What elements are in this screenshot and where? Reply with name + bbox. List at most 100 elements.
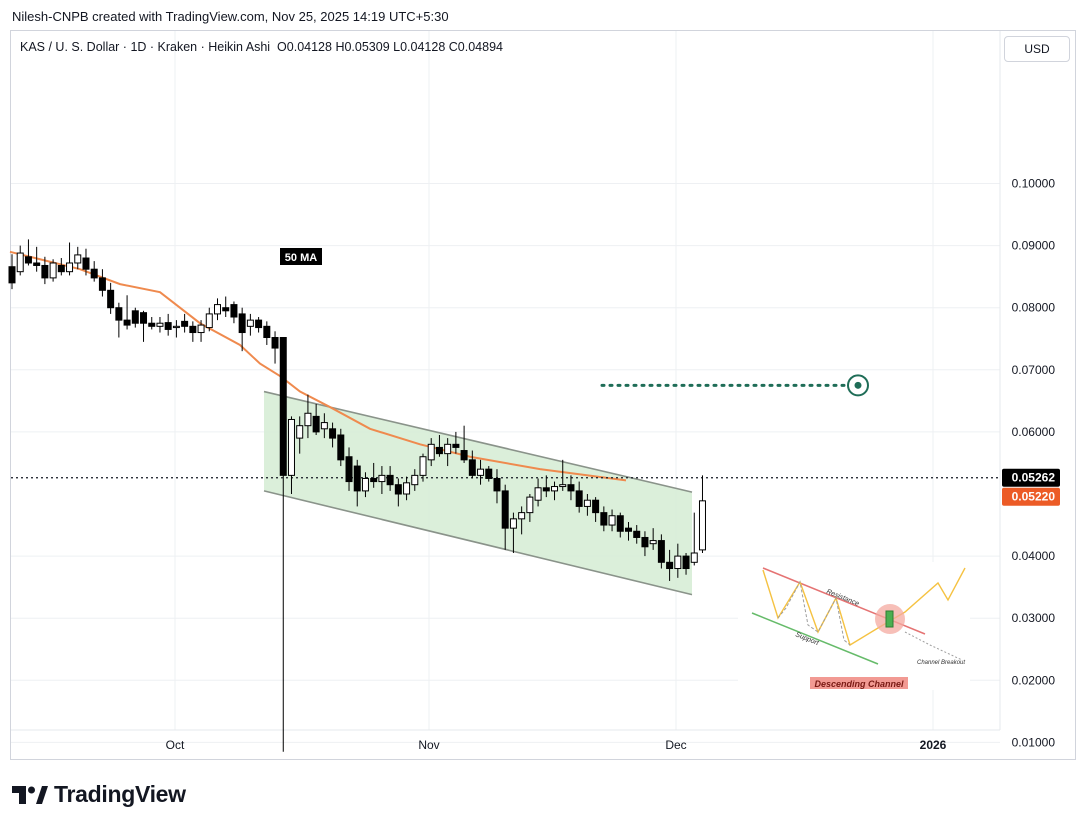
- candle: [123, 295, 131, 330]
- candle: [444, 438, 452, 467]
- candle-body: [66, 262, 74, 273]
- inset-breakout-path: [904, 631, 963, 661]
- candle-body: [542, 487, 550, 492]
- candle: [592, 497, 600, 522]
- candle: [394, 478, 402, 507]
- candle-body: [33, 262, 41, 266]
- candle: [633, 525, 641, 544]
- candle-body: [657, 540, 665, 563]
- last-price-tag-text: 0.05262: [1012, 471, 1056, 485]
- candle-body: [296, 425, 304, 439]
- candle: [378, 466, 386, 494]
- candle-body: [583, 499, 591, 507]
- candle-body: [57, 264, 65, 273]
- candle-body: [41, 264, 49, 279]
- candle: [66, 242, 74, 276]
- ohlc-high: H0.05309: [335, 40, 390, 54]
- candle-body: [592, 499, 600, 514]
- candle: [329, 422, 337, 448]
- candle: [403, 476, 411, 501]
- ohlc-close: C0.04894: [448, 40, 503, 54]
- candle: [24, 239, 32, 266]
- candle-body: [164, 322, 172, 330]
- candle: [493, 469, 501, 504]
- candle-body: [255, 319, 263, 329]
- candle-body: [633, 530, 641, 538]
- y-tick-label: 0.01000: [1012, 735, 1056, 749]
- candle: [337, 428, 345, 467]
- candle-body: [444, 443, 452, 455]
- candle-body: [271, 337, 279, 349]
- candle-body: [551, 486, 559, 492]
- last-price-tag-bg: [1002, 468, 1060, 487]
- candle: [608, 509, 616, 532]
- candle: [320, 413, 328, 439]
- candle: [131, 307, 139, 328]
- candle: [255, 317, 263, 333]
- candle: [666, 549, 674, 581]
- candle-body: [608, 515, 616, 526]
- candle-body: [435, 446, 443, 455]
- candle: [41, 256, 49, 285]
- inset-title-bg: [810, 677, 908, 689]
- candle-body: [123, 319, 131, 326]
- channel-upper-line: [263, 390, 693, 493]
- candle-body: [674, 555, 682, 570]
- candle: [419, 453, 427, 482]
- candle: [583, 494, 591, 516]
- candle: [222, 296, 230, 318]
- candle: [98, 269, 106, 297]
- candle: [49, 259, 57, 282]
- candle-body: [682, 555, 690, 570]
- candle-body: [181, 320, 189, 327]
- candle: [575, 481, 583, 513]
- candle: [657, 534, 665, 569]
- candle: [246, 313, 254, 336]
- candle-body: [625, 527, 632, 532]
- channel-lower-line: [263, 490, 693, 596]
- candle: [345, 447, 353, 491]
- candle: [115, 302, 123, 338]
- candle-body: [8, 266, 16, 284]
- candle-body: [501, 490, 509, 529]
- candle: [156, 317, 164, 333]
- candle-body: [189, 325, 197, 334]
- candle-body: [666, 561, 674, 570]
- candle: [674, 543, 682, 578]
- candle-body: [509, 518, 517, 529]
- candle-body: [197, 324, 205, 334]
- candle-body: [312, 415, 320, 433]
- candle: [509, 512, 517, 553]
- candle-body: [238, 313, 246, 334]
- tradingview-logo-text: TradingView: [54, 781, 186, 807]
- candle-body: [690, 552, 698, 563]
- symbol-legend: KAS / U. S. Dollar · 1D · Kraken · Heiki…: [20, 40, 503, 54]
- candle-body: [419, 456, 427, 476]
- candle: [189, 321, 197, 342]
- candle: [501, 484, 509, 550]
- candle-body: [148, 322, 156, 327]
- y-tick-label: 0.08000: [1012, 301, 1056, 315]
- candle: [567, 475, 575, 501]
- candle: [649, 528, 657, 550]
- attribution-text: Nilesh-CNPB created with TradingView.com…: [12, 9, 449, 24]
- candle: [600, 506, 608, 532]
- candle-body: [411, 474, 419, 486]
- candle: [164, 313, 172, 336]
- inset-bg: [738, 562, 970, 690]
- currency-button[interactable]: USD: [1004, 36, 1070, 62]
- ma-label: 50 MA: [280, 248, 322, 265]
- candle: [148, 317, 156, 330]
- symbol-name: KAS / U. S. Dollar · 1D · Kraken · Heiki…: [20, 40, 271, 54]
- candle-body: [534, 487, 542, 501]
- candle: [641, 531, 649, 557]
- tradingview-logo[interactable]: TradingView: [12, 781, 186, 808]
- candle: [197, 320, 205, 342]
- candle: [690, 512, 698, 566]
- ohlc-open: O0.04128: [277, 40, 332, 54]
- candle: [526, 494, 534, 522]
- candle-body: [370, 477, 378, 483]
- candle: [90, 261, 98, 282]
- candle: [542, 475, 550, 498]
